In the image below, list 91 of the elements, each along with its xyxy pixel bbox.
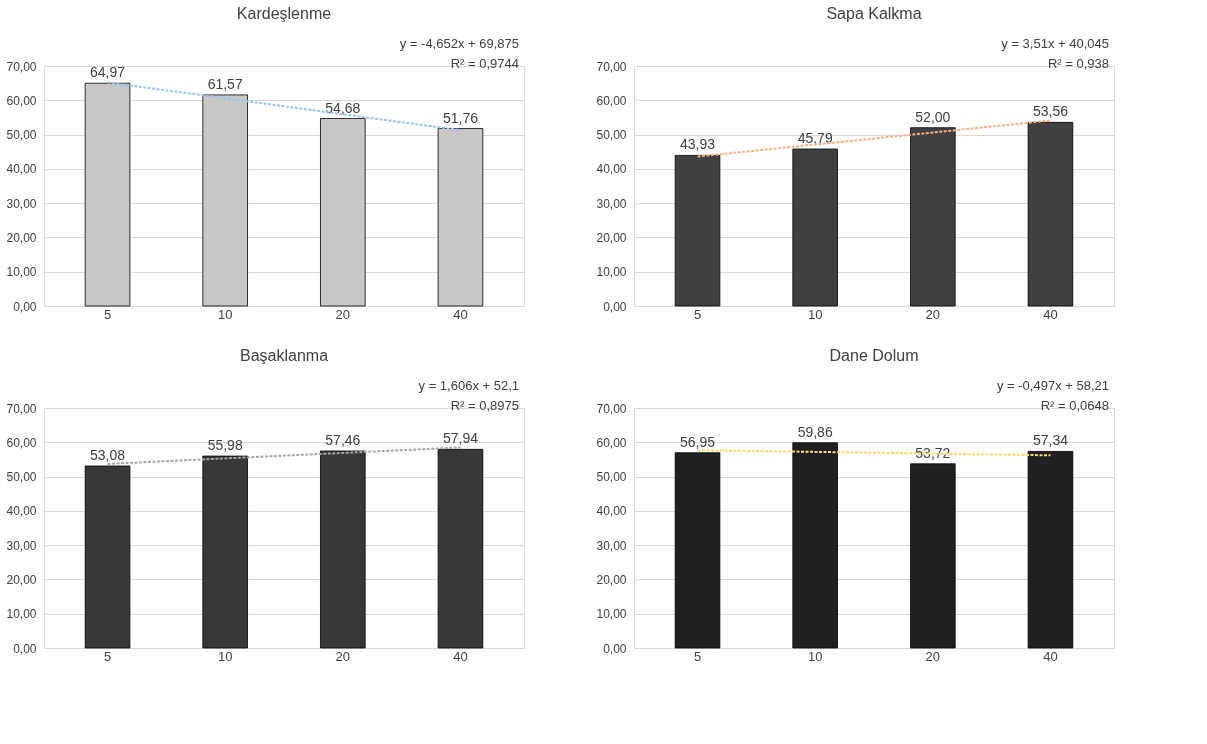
y-tick-label: 10,00 xyxy=(6,265,37,280)
bar xyxy=(792,442,838,649)
y-tick-label: 60,00 xyxy=(596,93,627,108)
bar xyxy=(320,450,366,649)
x-tick-label: 20 xyxy=(335,648,351,664)
chart-title: Başaklanma xyxy=(239,347,329,364)
y-tick-label: 70,00 xyxy=(6,401,37,416)
x-tick-label: 5 xyxy=(103,306,112,322)
y-tick-label: 10,00 xyxy=(596,265,627,280)
annotation: R² = 0,8975 xyxy=(450,398,519,413)
data-label: 57,94 xyxy=(442,430,479,447)
bar xyxy=(84,82,131,307)
bar xyxy=(202,94,248,307)
data-label: 57,34 xyxy=(1032,432,1069,449)
x-tick-label: 10 xyxy=(807,306,823,322)
y-tick-label: 70,00 xyxy=(596,401,627,416)
data-label: 59,86 xyxy=(797,423,833,440)
y-tick-label: 70,00 xyxy=(6,59,37,74)
x-tick-label: 5 xyxy=(693,306,702,322)
data-label: 61,57 xyxy=(207,75,243,92)
text: y = -4,652x + 69,875 xyxy=(399,36,519,51)
text: y = -0,497x + 58,21 xyxy=(996,378,1109,393)
y-tick-label: 70,00 xyxy=(596,59,627,74)
data-label: 55,98 xyxy=(207,437,243,454)
x-tick-label: 40 xyxy=(453,306,468,322)
y-tick-label: 0,00 xyxy=(13,299,37,314)
x-tick-label: 5 xyxy=(103,648,112,664)
y-tick-label: 20,00 xyxy=(596,230,627,245)
bar xyxy=(437,128,484,307)
y-tick-label: 20,00 xyxy=(6,572,37,587)
y-tick-label: 0,00 xyxy=(13,641,37,656)
text: y = 1,606x + 52,1 xyxy=(418,378,519,393)
y-tick-label: 40,00 xyxy=(6,162,37,177)
x-tick-label: 40 xyxy=(453,648,468,664)
y-tick-label: 30,00 xyxy=(596,538,627,553)
x-tick-label: 20 xyxy=(335,306,351,322)
bar xyxy=(1027,121,1074,307)
x-tick-label: 10 xyxy=(217,648,233,664)
bar xyxy=(84,465,131,649)
y-tick-label: 20,00 xyxy=(596,572,627,587)
y-tick-label: 10,00 xyxy=(6,607,37,622)
bar xyxy=(674,452,721,649)
data-label: 45,79 xyxy=(797,130,833,147)
data-label: 56,95 xyxy=(680,433,716,450)
bar xyxy=(910,127,956,307)
y-tick-label: 50,00 xyxy=(596,128,627,143)
data-label: 53,08 xyxy=(90,447,126,464)
y-tick-label: 40,00 xyxy=(596,504,627,519)
y-tick-label: 60,00 xyxy=(596,435,627,450)
y-tick-label: 30,00 xyxy=(596,196,627,211)
bar xyxy=(202,455,248,649)
y-tick-label: 40,00 xyxy=(6,504,37,519)
x-tick-label: 40 xyxy=(1043,648,1058,664)
bar xyxy=(792,148,838,307)
y-tick-label: 30,00 xyxy=(6,196,37,211)
x-tick-label: 40 xyxy=(1043,306,1058,322)
y-tick-label: 60,00 xyxy=(6,435,37,450)
x-tick-label: 20 xyxy=(925,648,941,664)
y-tick-label: 50,00 xyxy=(6,470,37,485)
chart-title: Sapa Kalkma xyxy=(826,5,922,22)
data-label: 53,56 xyxy=(1032,103,1069,120)
y-tick-label: 50,00 xyxy=(596,470,627,485)
text: y = 3,51x + 40,045 xyxy=(1001,36,1109,51)
data-label: 52,00 xyxy=(915,108,951,125)
chart-title: Kardeşlenme xyxy=(236,5,332,22)
data-label: 57,46 xyxy=(325,431,361,448)
data-label: 54,68 xyxy=(325,99,361,116)
annotation: R² = 0,9744 xyxy=(450,56,519,71)
bar xyxy=(1027,451,1074,649)
y-tick-label: 50,00 xyxy=(6,128,37,143)
x-tick-label: 10 xyxy=(217,306,233,322)
bar xyxy=(910,463,956,649)
chart-title: Dane Dolum xyxy=(829,347,919,364)
data-label: 64,97 xyxy=(90,64,126,81)
y-tick-label: 40,00 xyxy=(596,162,627,177)
x-tick-label: 10 xyxy=(807,648,823,664)
y-tick-label: 10,00 xyxy=(596,607,627,622)
y-tick-label: 30,00 xyxy=(6,538,37,553)
bar xyxy=(674,154,721,307)
y-tick-label: 60,00 xyxy=(6,93,37,108)
annotation: R² = 0,938 xyxy=(1047,56,1109,71)
annotation: R² = 0,0648 xyxy=(1040,398,1109,413)
x-tick-label: 20 xyxy=(925,306,941,322)
bar xyxy=(320,118,366,307)
y-tick-label: 0,00 xyxy=(603,641,627,656)
y-tick-label: 20,00 xyxy=(6,230,37,245)
data-label: 43,93 xyxy=(680,136,716,153)
x-tick-label: 5 xyxy=(693,648,702,664)
data-label: 51,76 xyxy=(442,109,479,126)
y-tick-label: 0,00 xyxy=(603,299,627,314)
bar xyxy=(437,448,484,649)
